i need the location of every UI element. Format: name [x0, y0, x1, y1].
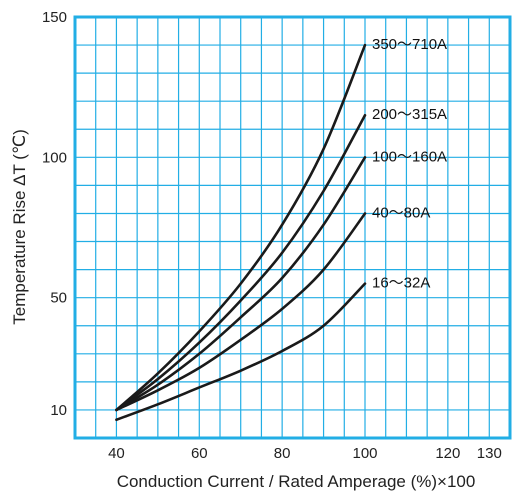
- series-labels: 350～710A 200～315A 100～160A 40～80A 16～32A: [372, 36, 447, 292]
- series-line: [115, 113, 367, 412]
- grid: [75, 17, 510, 438]
- y-tick-labels: 10 50 100 150: [42, 9, 67, 419]
- series-line: [115, 282, 367, 422]
- series-label: 350～710A: [372, 36, 447, 53]
- y-tick-label: 100: [42, 149, 67, 166]
- x-tick-labels: 40 60 80 100 120 130: [108, 445, 502, 462]
- x-tick-label: 60: [191, 445, 208, 462]
- y-axis-title: Temperature Rise ΔT (℃): [10, 129, 29, 324]
- series-label: 40～80A: [372, 204, 430, 221]
- x-tick-label: 80: [274, 445, 291, 462]
- series-line: [115, 156, 367, 412]
- plot-frame: [73, 15, 512, 440]
- series-label: 200～315A: [372, 106, 447, 123]
- y-tick-label: 150: [42, 9, 67, 26]
- x-axis-title: Conduction Current / Rated Amperage (%)×…: [117, 472, 476, 491]
- x-tick-label: 100: [352, 445, 377, 462]
- series-label: 16～32A: [372, 275, 430, 292]
- x-tick-label: 120: [435, 445, 460, 462]
- curves: [115, 43, 367, 422]
- x-tick-label: 130: [477, 445, 502, 462]
- series-label: 100～160A: [372, 148, 447, 165]
- series-line: [115, 43, 367, 412]
- y-tick-label: 10: [50, 402, 67, 419]
- series-line: [115, 212, 367, 412]
- y-tick-label: 50: [50, 290, 67, 307]
- x-tick-label: 40: [108, 445, 125, 462]
